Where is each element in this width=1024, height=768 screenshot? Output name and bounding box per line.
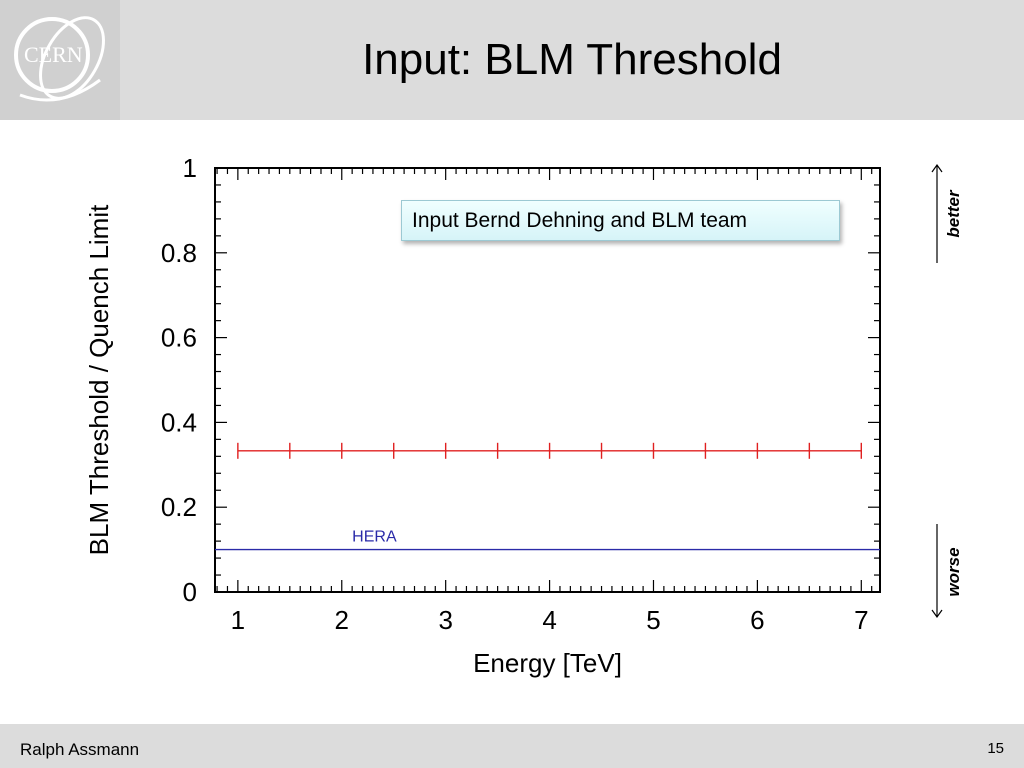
y-tick-label: 0 [183,577,197,607]
x-tick-label: 5 [646,605,660,635]
header-band [0,0,1024,120]
cern-logo: CERN [0,0,120,120]
annotation-note: Input Bernd Dehning and BLM team [401,200,840,241]
x-tick-label: 6 [750,605,764,635]
y-tick-label: 0.2 [161,492,197,522]
x-tick-label: 2 [335,605,349,635]
footer-author: Ralph Assmann [20,740,140,759]
y-tick-label: 0.8 [161,238,197,268]
chart: 1 2 3 4 5 6 7 0 0.2 0.4 0.6 0.8 1 Energy [TeV] BLM Thr… [84,153,881,678]
y-tick-label: 0.4 [161,407,197,437]
page-number: 15 [987,740,1004,757]
series-label-hera: HERA [352,529,397,546]
x-tick-label: 7 [854,605,868,635]
worse-arrow-icon [931,524,943,619]
x-tick-label: 3 [438,605,452,635]
worse-label: worse [944,547,963,597]
logo-text: CERN [24,42,83,67]
plot-frame [214,167,881,593]
y-tick-label: 0.6 [161,323,197,353]
x-tick-label: 4 [542,605,556,635]
footer-band [0,724,1024,768]
x-axis-label: Energy [TeV] [473,648,622,678]
better-label: better [944,190,963,238]
x-tick-label: 1 [231,605,245,635]
better-arrow-icon [931,163,943,263]
y-axis-label: BLM Threshold / Quench Limit [84,204,114,555]
slide-title: Input: BLM Threshold [362,35,782,84]
y-tick-label: 1 [183,153,197,183]
